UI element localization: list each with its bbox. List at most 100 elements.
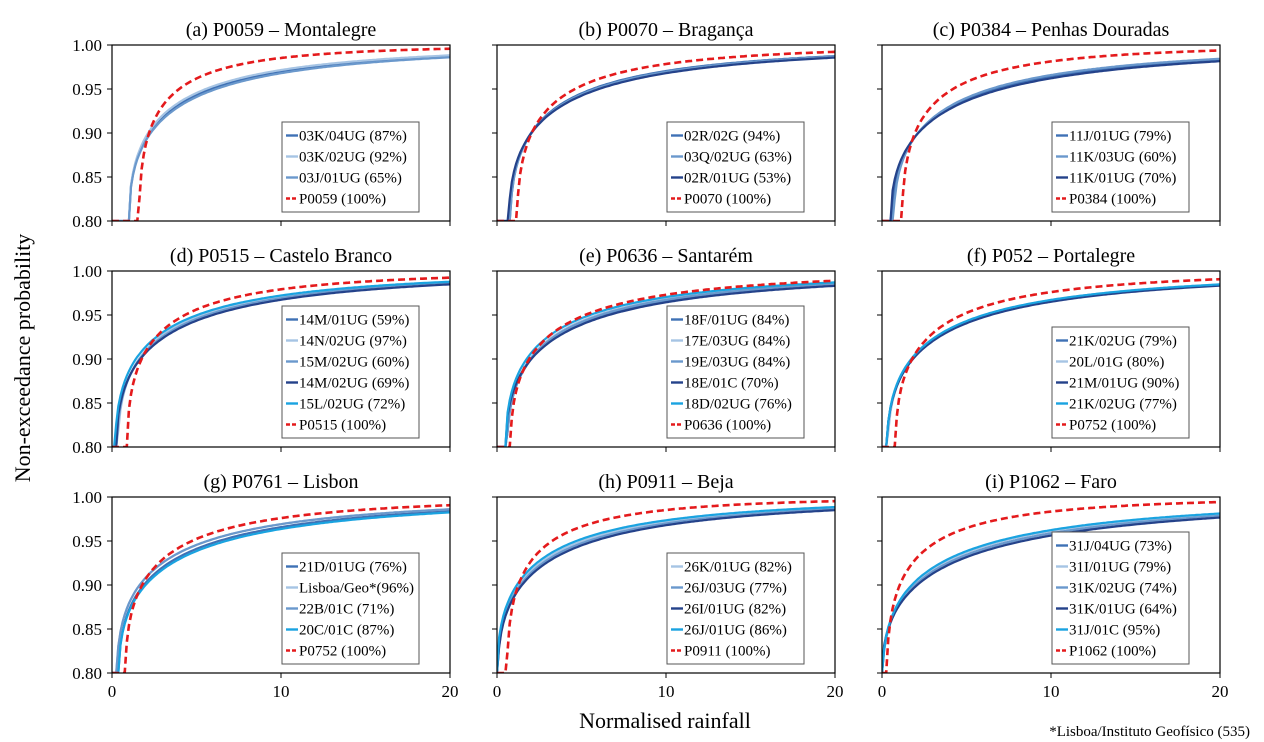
series-lines [882, 49, 1220, 221]
series-line [497, 508, 835, 673]
panel-title: (h) P0911 – Beja [598, 471, 733, 493]
y-tick-label: 1.00 [72, 262, 102, 281]
legend-label: 21D/01UG (76%) [299, 560, 407, 576]
legend: 18F/01UG (84%) 17E/03UG (84%) 19E/03UG (84… [666, 305, 805, 439]
legend: 31J/04UG (73%) 31I/01UG (79%) 31K/02UG (74… [1051, 531, 1190, 665]
x-tick-label: 10 [658, 682, 675, 701]
y-tick-label: 0.85 [72, 394, 102, 413]
y-tick-label: 0.90 [72, 350, 102, 369]
series-line [112, 54, 450, 221]
legend-label: 18D/02UG (76%) [684, 397, 792, 413]
legend-box [666, 305, 805, 439]
legend: 03K/04UG (87%) 03K/02UG (92%) 03J/01UG (65… [281, 121, 420, 213]
y-axis-label: Non-exceedance probability [10, 234, 35, 483]
series-line [497, 506, 835, 673]
plot-frame [111, 270, 451, 448]
legend-label: P0752 (100%) [1069, 418, 1156, 434]
legend-label: 18F/01UG (84%) [684, 313, 789, 329]
series-line [882, 283, 1220, 447]
series-line [497, 509, 835, 673]
panel-1: (a) P0059 – Montalegre 0.80 0.85 0.90 0.95 1.… [72, 19, 451, 231]
legend: 26K/01UG (82%) 26J/03UG (77%) 26I/01UG (82… [666, 552, 805, 665]
legend: 14M/01UG (59%) 14N/02UG (97%) 15M/02UG (60… [281, 305, 420, 439]
legend: 11J/01UG (79%) 11K/03UG (60%) 11K/01UG (70… [1051, 121, 1190, 213]
series-line [497, 50, 835, 221]
legend-label: P0636 (100%) [684, 418, 771, 434]
series-line [497, 284, 835, 447]
series-line [882, 284, 1220, 447]
series-line [497, 281, 835, 447]
series-line [112, 510, 450, 673]
panel-4: (d) P0515 – Castelo Branco 0.80 0.85 0.90 0.… [72, 245, 451, 457]
series-lines [497, 279, 835, 447]
y-tick-label: 0.95 [72, 306, 102, 325]
legend-box [281, 305, 420, 439]
series-lines [882, 277, 1220, 447]
series-line [112, 47, 450, 221]
plot-frame [881, 496, 1221, 674]
series-line [882, 57, 1220, 221]
x-tick-label: 0 [493, 682, 502, 701]
legend-label: 03K/04UG (87%) [299, 129, 407, 145]
legend-box [1051, 531, 1190, 665]
y-tick-label: 0.95 [72, 80, 102, 99]
x-tick-label: 20 [442, 682, 459, 701]
series-lines [497, 499, 835, 673]
legend-label: 17E/03UG (84%) [684, 334, 790, 350]
series-line [112, 283, 450, 447]
series-line [112, 503, 450, 673]
legend-label: 11K/03UG (60%) [1069, 150, 1176, 166]
series-line [112, 508, 450, 673]
legend-label: 31K/02UG (74%) [1069, 581, 1177, 597]
y-tick-label: 1.00 [72, 36, 102, 55]
y-tick-label: 0.85 [72, 620, 102, 639]
series-lines [882, 500, 1220, 673]
legend-label: P0515 (100%) [299, 418, 386, 434]
series-line [497, 279, 835, 447]
series-line [882, 516, 1220, 673]
series-line [112, 56, 450, 221]
series-line [882, 500, 1220, 673]
panel-8: (h) P0911 – Beja 0 10 20 26K/01UG (82%) 26J/0… [492, 471, 844, 701]
legend-label: P0059 (100%) [299, 192, 386, 208]
legend-label: 26K/01UG (82%) [684, 560, 792, 576]
series-line [112, 511, 450, 673]
series-line [882, 514, 1220, 673]
footnote: *Lisboa/Instituto Geofísico (535) [1049, 724, 1250, 740]
plot-frame [881, 44, 1221, 222]
legend-label: 26J/01UG (86%) [684, 623, 787, 639]
legend-label: P1062 (100%) [1069, 644, 1156, 660]
legend-label: P0070 (100%) [684, 192, 771, 208]
series-lines [112, 503, 450, 673]
panel-title: (a) P0059 – Montalegre [186, 19, 377, 41]
legend-label: 21K/02UG (79%) [1069, 334, 1177, 350]
y-tick-label: 0.80 [72, 664, 102, 683]
legend: 02R/02G (94%) 03Q/02UG (63%) 02R/01UG (53%… [666, 121, 805, 213]
legend-label: Lisboa/Geo*(96%) [299, 581, 414, 597]
plot-frame [496, 44, 836, 222]
legend-label: 02R/02G (94%) [684, 129, 780, 145]
legend-label: 14N/02UG (97%) [299, 334, 407, 350]
legend: 21K/02UG (79%) 20L/01G (80%) 21M/01UG (90%… [1051, 326, 1190, 439]
y-tick-label: 0.80 [72, 212, 102, 231]
y-tick-label: 0.85 [72, 168, 102, 187]
legend-label: 15M/02UG (60%) [299, 355, 409, 371]
panel-2: (b) P0070 – Bragança 02R/02G (94%) 03Q/02U… [492, 19, 836, 226]
legend-label: 20C/01C (87%) [299, 623, 394, 639]
legend-label: 14M/01UG (59%) [299, 313, 409, 329]
plot-frame [496, 270, 836, 448]
x-tick-label: 0 [878, 682, 887, 701]
legend-label: 31I/01UG (79%) [1069, 560, 1171, 576]
y-tick-label: 0.90 [72, 576, 102, 595]
legend-label: 21K/02UG (77%) [1069, 397, 1177, 413]
legend-label: 03J/01UG (65%) [299, 171, 402, 187]
y-tick-label: 0.80 [72, 438, 102, 457]
legend-box [281, 552, 420, 665]
legend-box [666, 552, 805, 665]
y-tick-label: 0.95 [72, 532, 102, 551]
legend-label: 31J/01C (95%) [1069, 623, 1160, 639]
plot-frame [111, 496, 451, 674]
legend-label: 03K/02UG (92%) [299, 150, 407, 166]
panel-5: (e) P0636 – Santarém 18F/01UG (84%) 17E/03… [492, 245, 836, 452]
